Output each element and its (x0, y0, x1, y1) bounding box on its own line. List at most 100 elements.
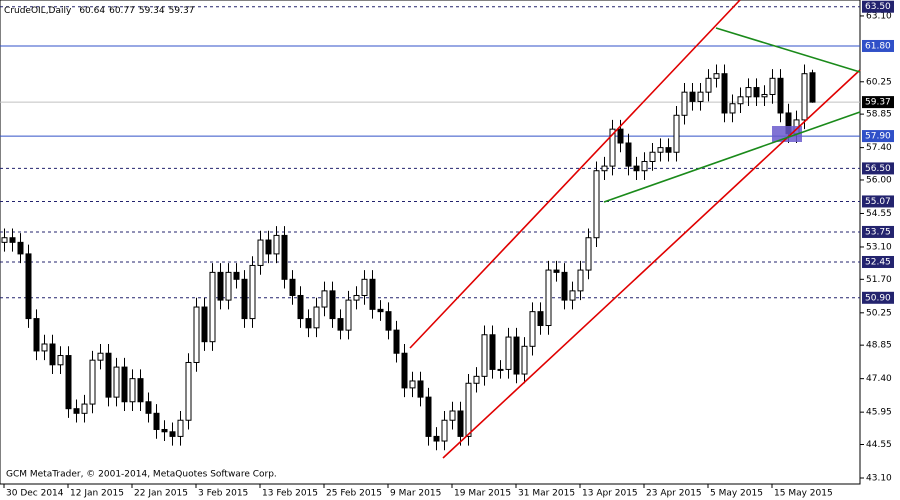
x-tick-label: 23 Apr 2015 (646, 489, 702, 499)
candle-body (657, 147, 664, 153)
x-tick-label: 31 Mar 2015 (518, 489, 575, 499)
candle-body (217, 271, 224, 301)
level-label-box (862, 195, 894, 208)
y-tick-label: 54.55 (866, 209, 892, 219)
candle-body (777, 77, 784, 114)
candle-body (81, 403, 88, 414)
candle-body (305, 318, 312, 329)
candle-body (1, 237, 8, 243)
candle-body (129, 378, 136, 403)
x-tick-label: 30 Dec 2014 (6, 489, 64, 499)
candle-body (801, 73, 808, 121)
candle-body (369, 278, 376, 310)
candle-body (809, 72, 816, 103)
candle-body (585, 237, 592, 271)
level-label: 59.37 (865, 98, 891, 108)
y-tick-label: 44.55 (866, 440, 892, 450)
candle-body (33, 318, 40, 352)
symbol: CrudeOIL,Daily (4, 6, 72, 16)
level-label: 61.80 (865, 41, 891, 51)
candle-body (433, 435, 440, 442)
candle-body (233, 271, 240, 280)
x-tick-label: 13 Feb 2015 (262, 489, 318, 499)
candle-body (569, 290, 576, 301)
candle-body (113, 366, 120, 398)
level-label: 52.45 (865, 257, 891, 267)
candle-body (337, 318, 344, 331)
level-label: 57.90 (865, 132, 891, 142)
level-label: 56.50 (865, 164, 891, 174)
candle-body (465, 382, 472, 437)
candle-body (329, 290, 336, 320)
candle-body (401, 352, 408, 389)
candle-body (9, 237, 16, 243)
x-tick-label: 9 Mar 2015 (390, 489, 441, 499)
y-tick-label: 63.10 (866, 11, 892, 21)
candle-body (257, 239, 264, 266)
candle-body (73, 408, 80, 414)
footer: GCM MetaTrader, © 2001-2014, MetaQuotes … (6, 470, 277, 480)
candle-body (665, 147, 672, 153)
candle-body (177, 419, 184, 437)
y-tick-label: 60.25 (866, 77, 892, 87)
x-tick-label: 19 Mar 2015 (454, 489, 511, 499)
level-label: 50.90 (865, 293, 891, 303)
candle-body (361, 278, 368, 296)
y-tick-label: 58.85 (866, 110, 892, 120)
candle-body (281, 234, 288, 280)
candle-body (697, 91, 704, 102)
candle-body (593, 170, 600, 239)
candle-body (41, 343, 48, 352)
level-label: 53.75 (865, 227, 891, 237)
candle-body (617, 128, 624, 144)
level-label-box (862, 39, 894, 52)
y-tick-label: 45.95 (866, 408, 892, 418)
candle-body (425, 396, 432, 437)
candle-body (553, 269, 560, 273)
candle-body (561, 271, 568, 301)
candle-body (577, 269, 584, 292)
ohlc-close: 59.37 (169, 6, 195, 16)
level-label-box (862, 130, 894, 143)
candle-body (185, 361, 192, 421)
header: CrudeOIL,Daily 60.64 60.77 59.34 59.37 (4, 6, 194, 16)
candle-body (169, 431, 176, 437)
ohlc-high: 60.77 (109, 6, 135, 16)
candle-body (673, 114, 680, 153)
channel-line (442, 69, 861, 459)
level-label-box (862, 291, 894, 304)
candle-body (321, 290, 328, 308)
candle-body (737, 96, 744, 105)
x-tick-label: 25 Feb 2015 (326, 489, 382, 499)
candle-body (481, 334, 488, 377)
x-tick-label: 15 May 2015 (774, 489, 833, 499)
candle-body (729, 103, 736, 114)
candle-body (161, 428, 168, 433)
candle-body (529, 311, 536, 347)
y-tick-label: 43.10 (866, 473, 892, 483)
x-tick-label: 22 Jan 2015 (134, 489, 188, 499)
y-tick-label: 56.00 (866, 175, 892, 185)
candle-body (753, 87, 760, 98)
level-label-box (862, 255, 894, 268)
candle-body (633, 165, 640, 172)
candle-body (409, 380, 416, 389)
candle-body (225, 271, 232, 301)
candle-body (353, 294, 360, 301)
candle-body (393, 329, 400, 354)
candle-body (65, 355, 72, 410)
candle-body (25, 253, 32, 320)
candle-body (537, 311, 544, 327)
candle-body (649, 151, 656, 162)
ohlc-low: 59.34 (139, 6, 165, 16)
y-tick-label: 48.85 (866, 341, 892, 351)
level-label-box (862, 225, 894, 238)
candle-body (713, 73, 720, 79)
candle-body (505, 336, 512, 370)
y-tick-label: 57.40 (866, 143, 892, 153)
candle-body (513, 336, 520, 375)
candle-body (145, 401, 152, 414)
candle-body (721, 73, 728, 114)
candle-body (489, 334, 496, 370)
